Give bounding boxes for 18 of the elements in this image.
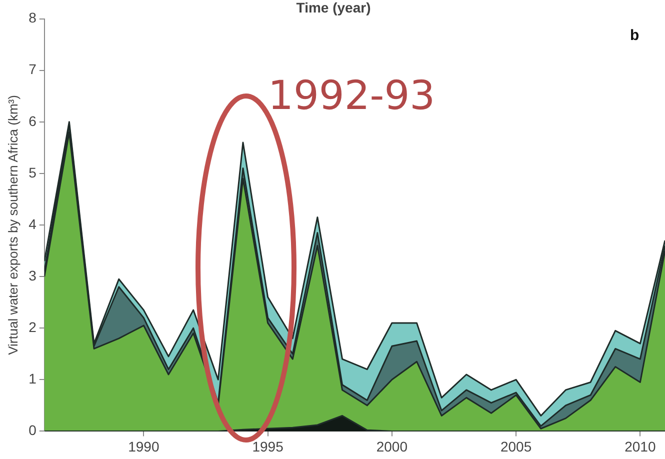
y-tick-label: 3 xyxy=(28,267,37,284)
chart-title: Time (year) xyxy=(296,0,371,16)
y-tick-label: 0 xyxy=(28,422,37,438)
y-tick-label: 1 xyxy=(28,370,37,387)
y-tick-label: 6 xyxy=(28,112,37,129)
annotation: b xyxy=(630,27,640,44)
y-tick-label: 5 xyxy=(28,164,37,180)
x-tick-label: 2000 xyxy=(376,438,408,454)
y-tick-label: 4 xyxy=(28,216,37,232)
y-tick-label: 7 xyxy=(28,61,37,78)
x-tick-label: 2005 xyxy=(500,438,532,454)
x-tick-label: 2010 xyxy=(624,438,656,454)
x-tick-label: 1990 xyxy=(128,438,160,454)
y-tick-label: 8 xyxy=(28,10,37,26)
y-tick-label: 2 xyxy=(28,318,37,335)
x-tick-label: 1995 xyxy=(252,438,284,454)
annotation: 1992-93 xyxy=(268,73,436,119)
y-axis-title: Virtual water exports by southern Africa (km³) xyxy=(5,95,20,355)
